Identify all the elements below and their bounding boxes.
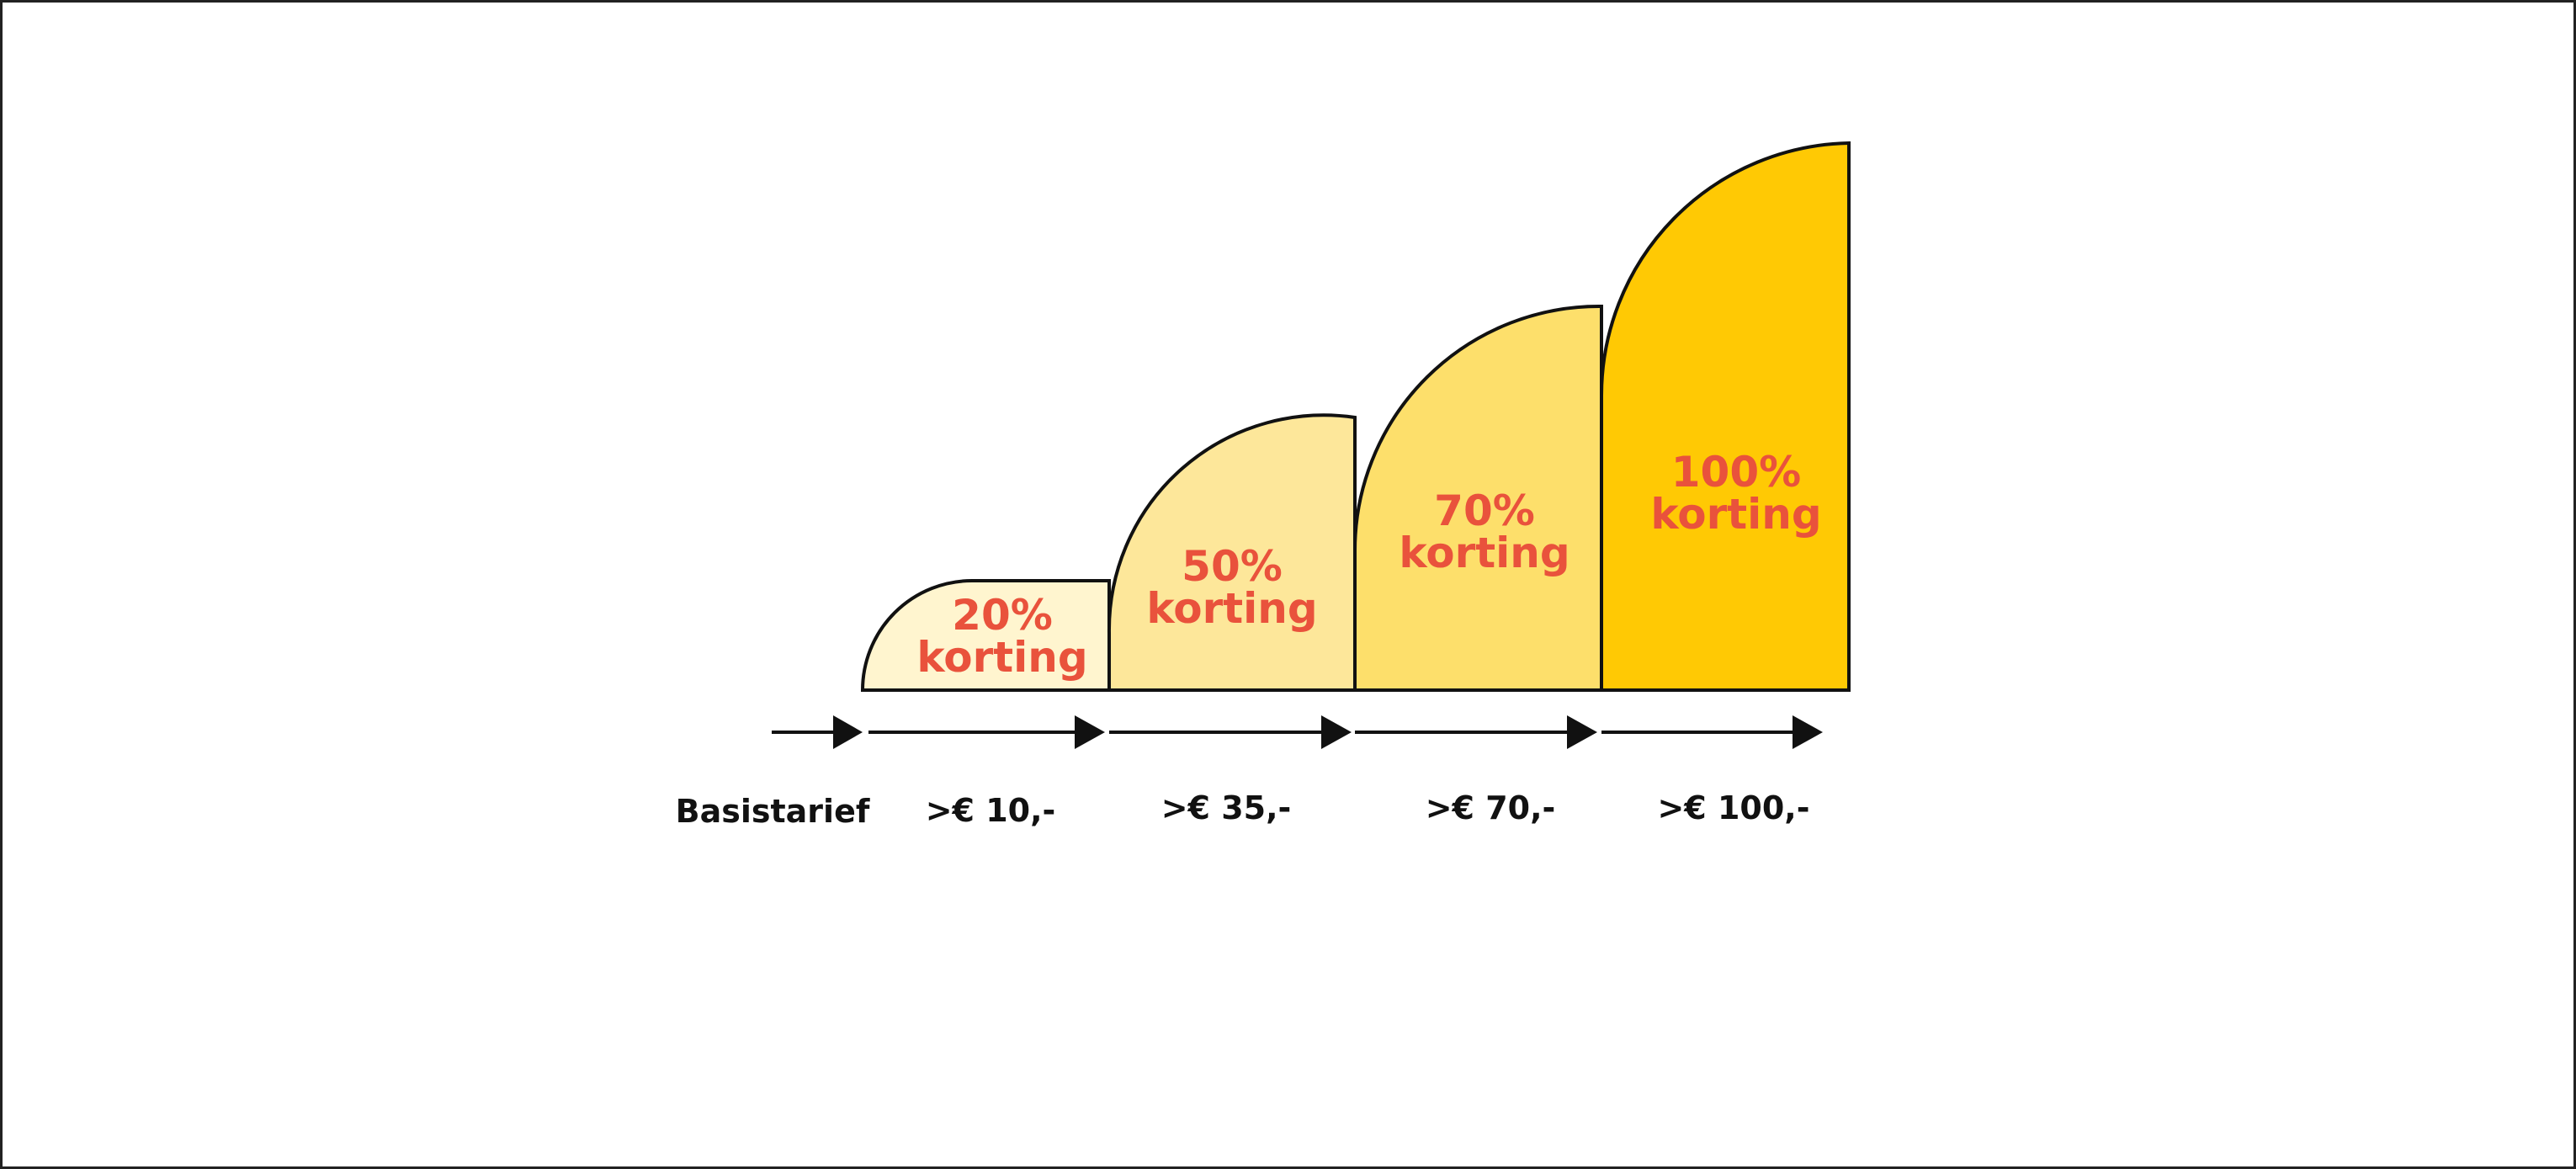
step-20-percent: 20% <box>952 591 1053 640</box>
arrow-tier-2 <box>1109 715 1352 749</box>
step-20 <box>860 579 1111 692</box>
arrow-base <box>772 715 863 749</box>
arrow-tier-4 <box>1601 715 1823 749</box>
step-70-percent: 70% <box>1434 486 1535 535</box>
step-70-word: korting <box>1399 529 1570 577</box>
step-50-word: korting <box>1146 584 1317 633</box>
step-100-percent: 100% <box>1671 448 1801 497</box>
label-threshold-100: >€ 100,- <box>1657 789 1809 826</box>
step-100-word: korting <box>1650 490 1821 539</box>
label-threshold-10: >€ 10,- <box>926 792 1056 829</box>
arrow-tier-3 <box>1355 715 1597 749</box>
label-basistarief: Basistarief <box>676 793 870 830</box>
arrow-tier-1 <box>868 715 1105 749</box>
step-100 <box>1600 141 1851 692</box>
step-20-word: korting <box>916 633 1087 682</box>
step-70 <box>1352 304 1603 692</box>
label-threshold-35: >€ 35,- <box>1161 789 1292 826</box>
step-50-percent: 50% <box>1182 542 1283 591</box>
step-50 <box>1107 413 1357 692</box>
label-threshold-70: >€ 70,- <box>1426 789 1556 826</box>
